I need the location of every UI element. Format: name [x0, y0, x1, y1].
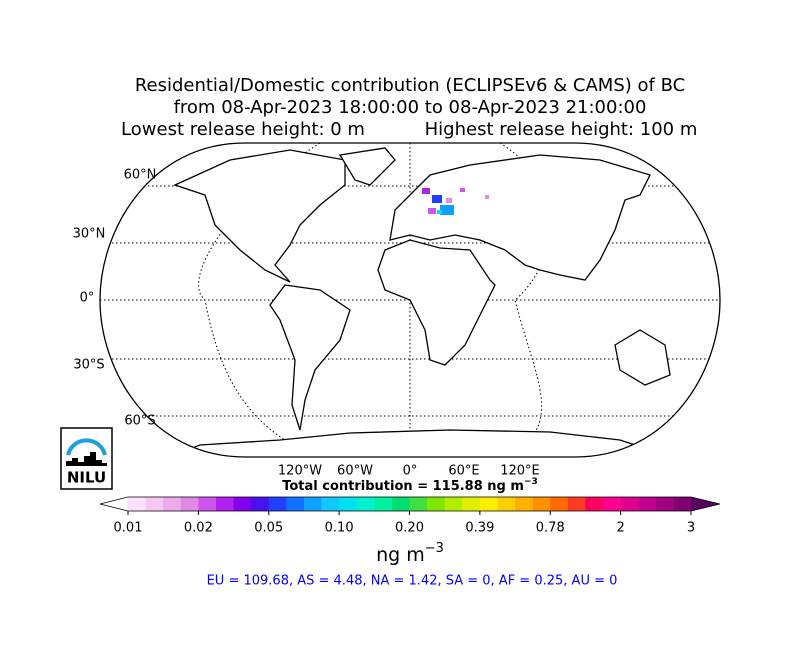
- region-totals: EU = 109.68, AS = 4.48, NA = 1.42, SA = …: [207, 574, 618, 589]
- colorbar-segment: [497, 497, 516, 511]
- title-line: Residential/Domestic contribution (ECLIP…: [135, 75, 685, 96]
- colorbar-segment: [620, 497, 639, 511]
- title-line: from 08-Apr-2023 18:00:00 to 08-Apr-2023…: [174, 97, 647, 118]
- colorbar-segment: [356, 497, 375, 511]
- colorbar-segment: [198, 497, 217, 511]
- colorbar-segment: [409, 497, 428, 511]
- colorbar-segment: [585, 497, 604, 511]
- map: [100, 143, 720, 457]
- lat-label: 30°N: [73, 227, 106, 242]
- lon-label: 0°: [403, 464, 418, 479]
- colorbar-segment: [655, 497, 674, 511]
- colorbar-segment: [163, 497, 182, 511]
- lat-label: 30°S: [73, 358, 104, 373]
- colorbar-segment: [374, 497, 393, 511]
- logo-text: NILU: [67, 469, 106, 487]
- lat-label: 0°: [80, 291, 95, 306]
- land: [159, 147, 681, 457]
- colorbar-tick-label: 0.05: [254, 521, 283, 536]
- colorbar-segment: [515, 497, 534, 511]
- colorbar-tick-label: 3: [687, 521, 695, 536]
- colorbar-segment: [251, 497, 270, 511]
- emissions: [422, 188, 489, 215]
- colorbar-segment: [638, 497, 657, 511]
- colorbar-tick-label: 0.02: [184, 521, 213, 536]
- colorbar-unit: ng m−3: [376, 541, 444, 566]
- title-line: Highest release height: 100 m: [425, 119, 698, 140]
- colorbar-segment: [303, 497, 322, 511]
- colorbar-tick-label: 2: [616, 521, 624, 536]
- colorbar-segment: [532, 497, 551, 511]
- colorbar-segment: [462, 497, 481, 511]
- colorbar-segment: [215, 497, 234, 511]
- colorbar-tick-label: 0.39: [465, 521, 494, 536]
- lon-label: 60°E: [448, 464, 479, 479]
- total-contribution: Total contribution = 115.88 ng m−3: [282, 477, 538, 494]
- lat-label: 60°N: [124, 168, 157, 183]
- map-border: [99, 142, 721, 458]
- lat-label: 60°S: [124, 414, 155, 429]
- colorbar-segment: [673, 497, 692, 511]
- colorbar-segment: [128, 497, 146, 511]
- colorbar-segment: [321, 497, 340, 511]
- lon-label: 60°W: [337, 464, 373, 479]
- colorbar-segment: [391, 497, 410, 511]
- colorbar-segment: [180, 497, 199, 511]
- colorbar-tick-label: 0.20: [395, 521, 424, 536]
- colorbar-segment: [233, 497, 252, 511]
- colorbar-segment: [268, 497, 287, 511]
- colorbar-tick-label: 0.10: [325, 521, 354, 536]
- colorbar-segment: [444, 497, 463, 511]
- colorbar-segment: [603, 497, 622, 511]
- colorbar-segment: [567, 497, 586, 511]
- colorbar-segment: [479, 497, 498, 511]
- colorbar-tick-label: 0.78: [536, 521, 565, 536]
- colorbar-segment: [427, 497, 446, 511]
- colorbar-extension: [691, 497, 720, 511]
- lon-label: 120°W: [278, 464, 322, 479]
- logo: NILU: [60, 427, 113, 490]
- lon-label: 120°E: [500, 464, 540, 479]
- colorbar-segment: [145, 497, 164, 511]
- title-line: Lowest release height: 0 m: [121, 119, 365, 140]
- colorbar-segment: [550, 497, 569, 511]
- colorbar-tick-label: 0.01: [114, 521, 143, 536]
- colorbar-segment: [339, 497, 358, 511]
- colorbar-segment: [286, 497, 305, 511]
- colorbar-extension: [100, 497, 128, 511]
